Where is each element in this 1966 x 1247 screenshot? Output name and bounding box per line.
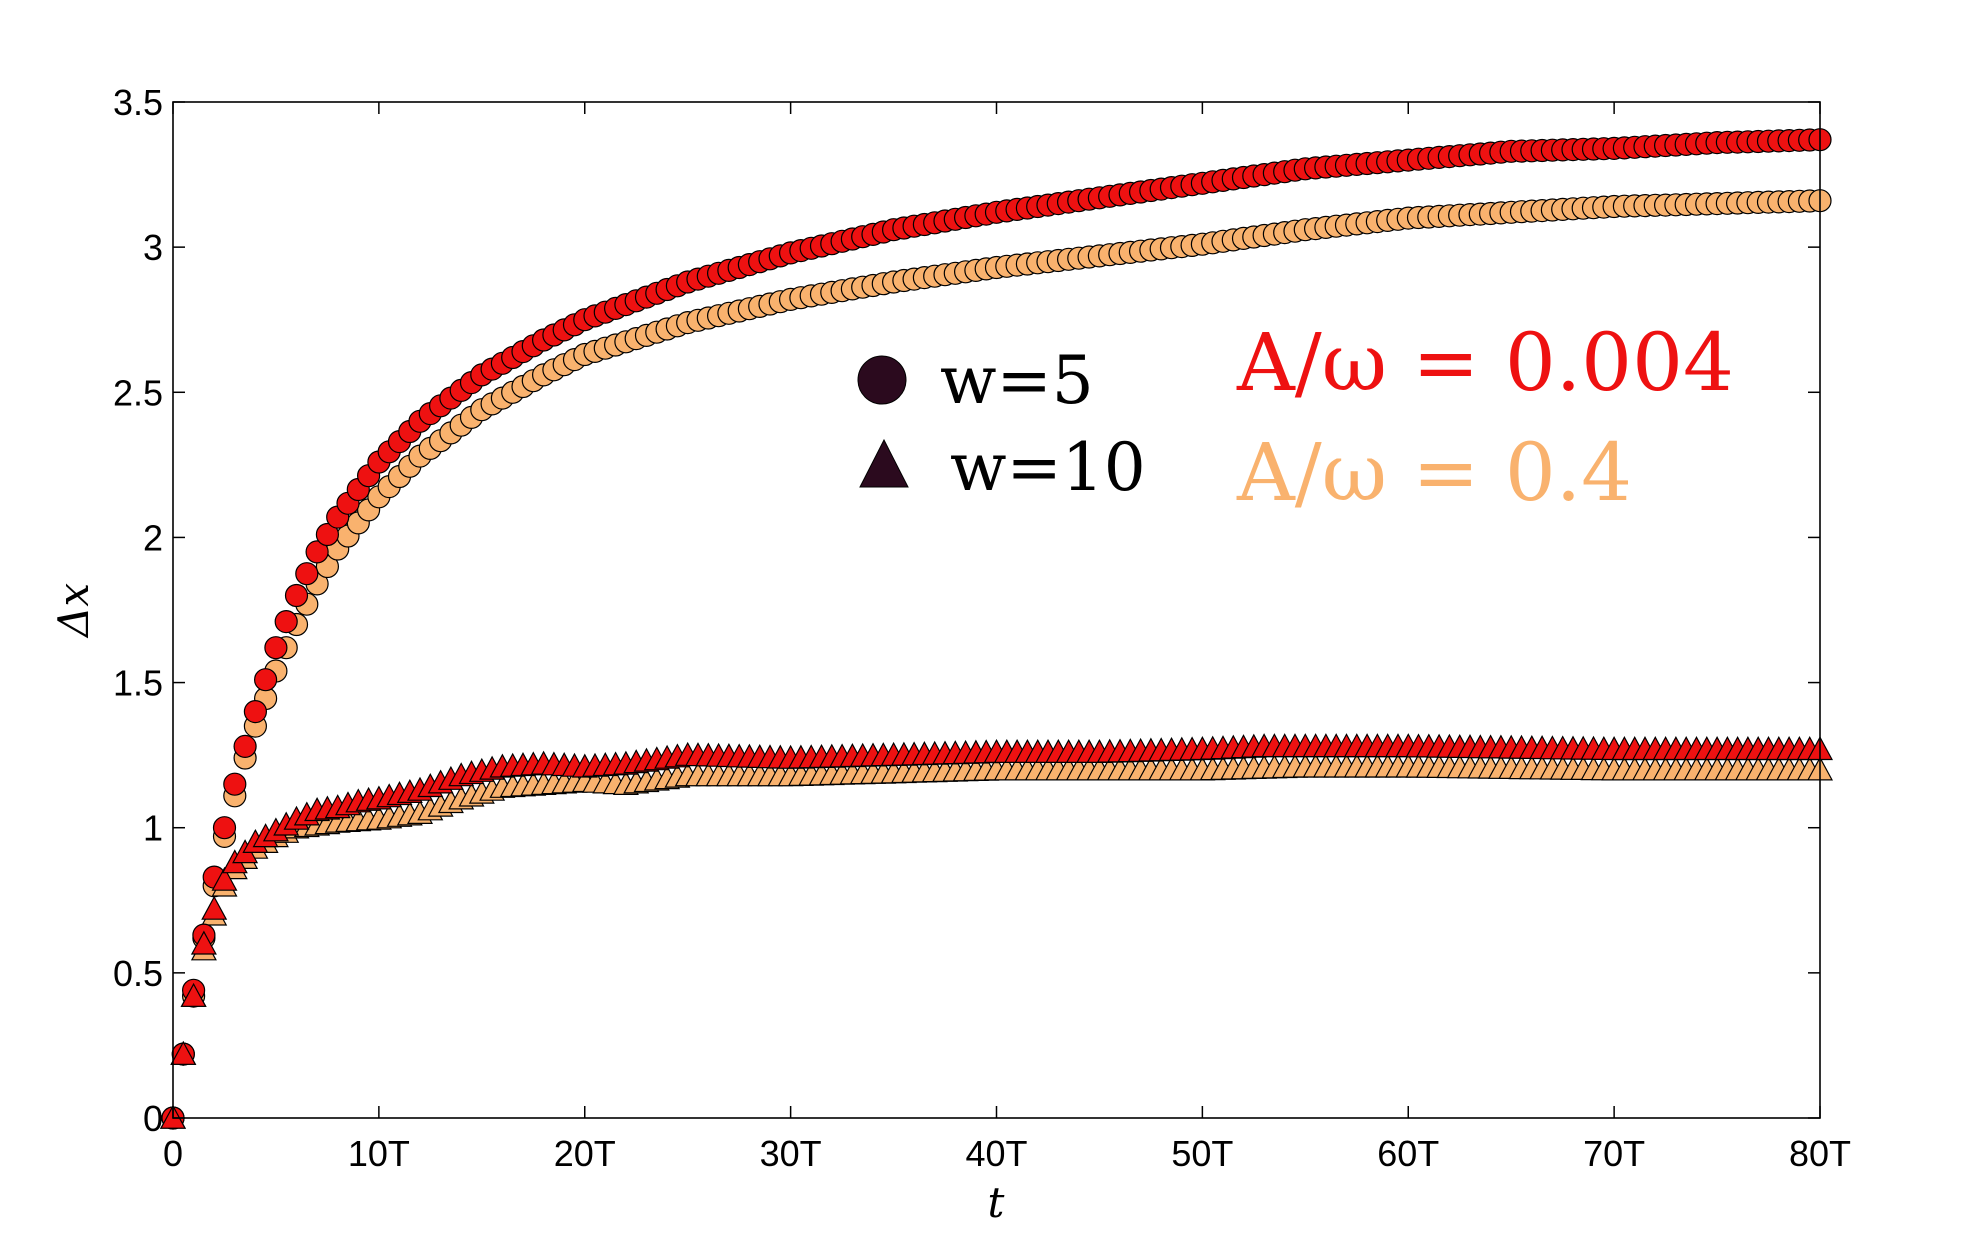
x-tick-label-2: 20T bbox=[554, 1133, 616, 1174]
point-s0-11 bbox=[274, 609, 298, 634]
series-0 bbox=[161, 128, 1832, 1130]
point-s0-8 bbox=[243, 699, 267, 724]
point-s0-10 bbox=[264, 636, 288, 660]
x-axis-label: t bbox=[988, 1178, 1005, 1227]
x-tick-label-7: 70T bbox=[1583, 1133, 1645, 1174]
point-s0-12 bbox=[284, 583, 309, 608]
axis-ticks: 0 10T 20T 30T 40T 50T 60T 70T 80T 0 0.5 1 1.5 2 2.5 3 3.… bbox=[113, 82, 1851, 1174]
series-2 bbox=[159, 733, 1834, 1129]
legend-circle-marker bbox=[857, 355, 907, 405]
y-tick-label-4: 2 bbox=[143, 517, 163, 558]
x-tick-label-1: 10T bbox=[348, 1133, 410, 1174]
point-s0-15 bbox=[315, 522, 339, 547]
x-tick-label-6: 60T bbox=[1377, 1133, 1439, 1174]
point-s2-5 bbox=[211, 866, 238, 891]
point-s0-13 bbox=[295, 562, 319, 586]
y-tick-label-0: 0 bbox=[143, 1098, 163, 1139]
x-tick-label-4: 40T bbox=[965, 1133, 1027, 1174]
y-tick-label-7: 3.5 bbox=[113, 82, 163, 123]
y-tick-label-3: 1.5 bbox=[113, 663, 163, 704]
data-marks bbox=[159, 128, 1834, 1130]
x-tick-label-0: 0 bbox=[163, 1133, 183, 1174]
point-s0-9 bbox=[254, 668, 278, 692]
y-tick-label-2: 1 bbox=[143, 808, 163, 849]
y-tick-label-6: 3 bbox=[143, 227, 163, 268]
annotation-a-omega-0.4: A/ω = 0.4 bbox=[1236, 426, 1632, 519]
y-tick-label-5: 2.5 bbox=[113, 372, 163, 413]
point-s0-14 bbox=[305, 540, 329, 564]
x-tick-label-8: 80T bbox=[1789, 1133, 1851, 1174]
legend: w=5 w=10 bbox=[857, 342, 1146, 506]
point-s0-7 bbox=[233, 734, 257, 759]
point-s0-5 bbox=[212, 816, 237, 840]
point-s0-6 bbox=[223, 772, 247, 796]
y-axis-label: Δx bbox=[49, 583, 98, 639]
point-s2-4 bbox=[201, 895, 228, 920]
annotation-a-omega-0.004: A/ω = 0.004 bbox=[1236, 316, 1734, 409]
legend-label-w5: w=5 bbox=[940, 342, 1094, 419]
x-tick-label-5: 50T bbox=[1171, 1133, 1233, 1174]
point-s2-3 bbox=[190, 930, 217, 955]
legend-label-w10: w=10 bbox=[950, 429, 1146, 506]
x-tick-label-3: 30T bbox=[760, 1133, 822, 1174]
y-tick-label-1: 0.5 bbox=[113, 953, 163, 994]
legend-triangle-marker bbox=[859, 438, 909, 488]
point-s2-2 bbox=[180, 982, 207, 1007]
point-s2-1 bbox=[170, 1040, 197, 1065]
